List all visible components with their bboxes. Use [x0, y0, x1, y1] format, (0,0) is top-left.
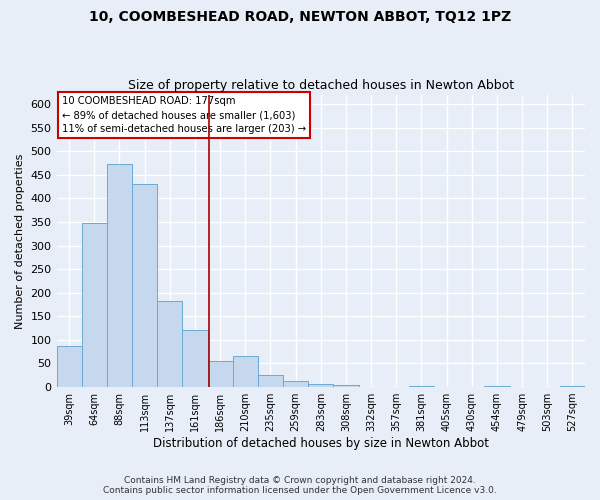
- Y-axis label: Number of detached properties: Number of detached properties: [15, 153, 25, 328]
- Bar: [233, 356, 258, 387]
- Bar: [409, 386, 434, 387]
- Bar: [82, 223, 107, 387]
- Bar: [484, 386, 509, 387]
- Text: 10 COOMBESHEAD ROAD: 177sqm
← 89% of detached houses are smaller (1,603)
11% of : 10 COOMBESHEAD ROAD: 177sqm ← 89% of det…: [62, 96, 306, 134]
- Bar: [208, 361, 233, 387]
- Bar: [182, 330, 208, 387]
- Text: 10, COOMBESHEAD ROAD, NEWTON ABBOT, TQ12 1PZ: 10, COOMBESHEAD ROAD, NEWTON ABBOT, TQ12…: [89, 10, 511, 24]
- Bar: [157, 300, 182, 387]
- Bar: [283, 381, 308, 387]
- Bar: [308, 384, 334, 387]
- Bar: [107, 164, 132, 387]
- X-axis label: Distribution of detached houses by size in Newton Abbot: Distribution of detached houses by size …: [153, 437, 489, 450]
- Bar: [56, 346, 82, 387]
- Bar: [560, 386, 585, 387]
- Text: Contains HM Land Registry data © Crown copyright and database right 2024.
Contai: Contains HM Land Registry data © Crown c…: [103, 476, 497, 495]
- Title: Size of property relative to detached houses in Newton Abbot: Size of property relative to detached ho…: [128, 79, 514, 92]
- Bar: [258, 376, 283, 387]
- Bar: [334, 385, 359, 387]
- Bar: [132, 184, 157, 387]
